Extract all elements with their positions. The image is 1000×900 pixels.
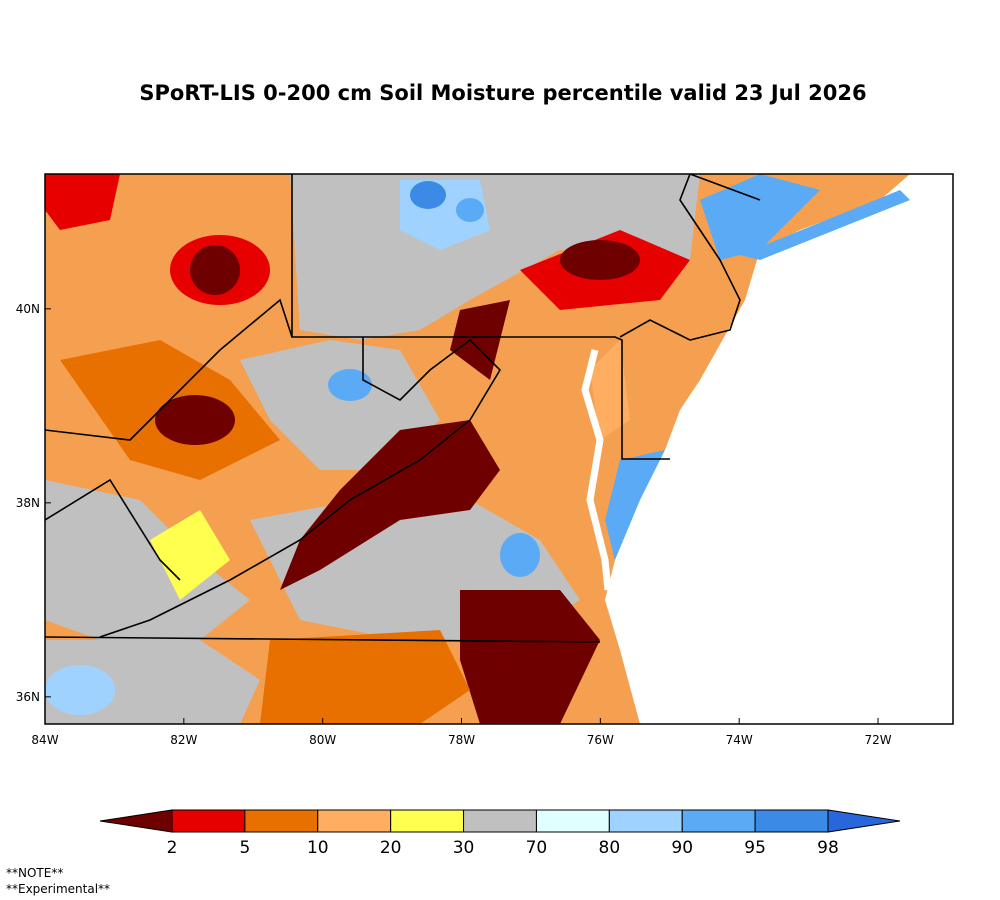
y-tick-label: 36N xyxy=(16,690,40,704)
colorbar-label: 98 xyxy=(817,838,839,858)
colorbar-label: 90 xyxy=(671,838,693,858)
colorbar-box xyxy=(244,809,319,833)
x-tick-label: 84W xyxy=(31,733,58,747)
colorbar-box xyxy=(317,809,392,833)
colorbar-box xyxy=(390,809,465,833)
colorbar-box xyxy=(754,809,829,833)
colorbar-triangle xyxy=(827,809,901,833)
colorbar-label: 2 xyxy=(167,838,178,858)
x-tick-label: 78W xyxy=(448,733,475,747)
colorbar-label: 80 xyxy=(599,838,621,858)
y-tick-label: 38N xyxy=(16,496,40,510)
x-tick-label: 72W xyxy=(864,733,891,747)
colorbar-label: 20 xyxy=(380,838,402,858)
x-tick-label: 80W xyxy=(309,733,336,747)
colorbar-label: 95 xyxy=(744,838,766,858)
colorbar-box xyxy=(535,809,610,833)
colorbar-box xyxy=(681,809,756,833)
y-tick-label: 40N xyxy=(16,302,40,316)
colorbar-box xyxy=(463,809,537,833)
colorbar-triangle xyxy=(99,809,173,833)
colorbar-label: 70 xyxy=(526,838,548,858)
note: **NOTE** xyxy=(6,866,63,880)
x-tick-label: 74W xyxy=(726,733,753,747)
map-title: SPoRT-LIS 0-200 cm Soil Moisture percent… xyxy=(139,81,866,105)
x-tick-label: 76W xyxy=(587,733,614,747)
colorbar-label: 30 xyxy=(453,838,475,858)
colorbar-box xyxy=(171,809,246,833)
map-frame xyxy=(44,173,954,725)
colorbar-label: 5 xyxy=(239,838,250,858)
map-field xyxy=(45,174,953,724)
colorbar-label: 10 xyxy=(307,838,329,858)
colorbar-box xyxy=(608,809,683,833)
note: **Experimental** xyxy=(6,882,110,896)
x-tick-label: 82W xyxy=(170,733,197,747)
